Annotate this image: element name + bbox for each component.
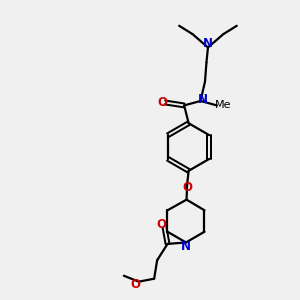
Text: N: N: [198, 93, 208, 106]
Text: N: N: [203, 38, 213, 50]
Text: O: O: [156, 218, 166, 231]
Text: O: O: [182, 181, 192, 194]
Text: O: O: [131, 278, 141, 291]
Text: Me: Me: [215, 100, 232, 110]
Text: N: N: [181, 240, 191, 254]
Text: O: O: [157, 96, 167, 109]
